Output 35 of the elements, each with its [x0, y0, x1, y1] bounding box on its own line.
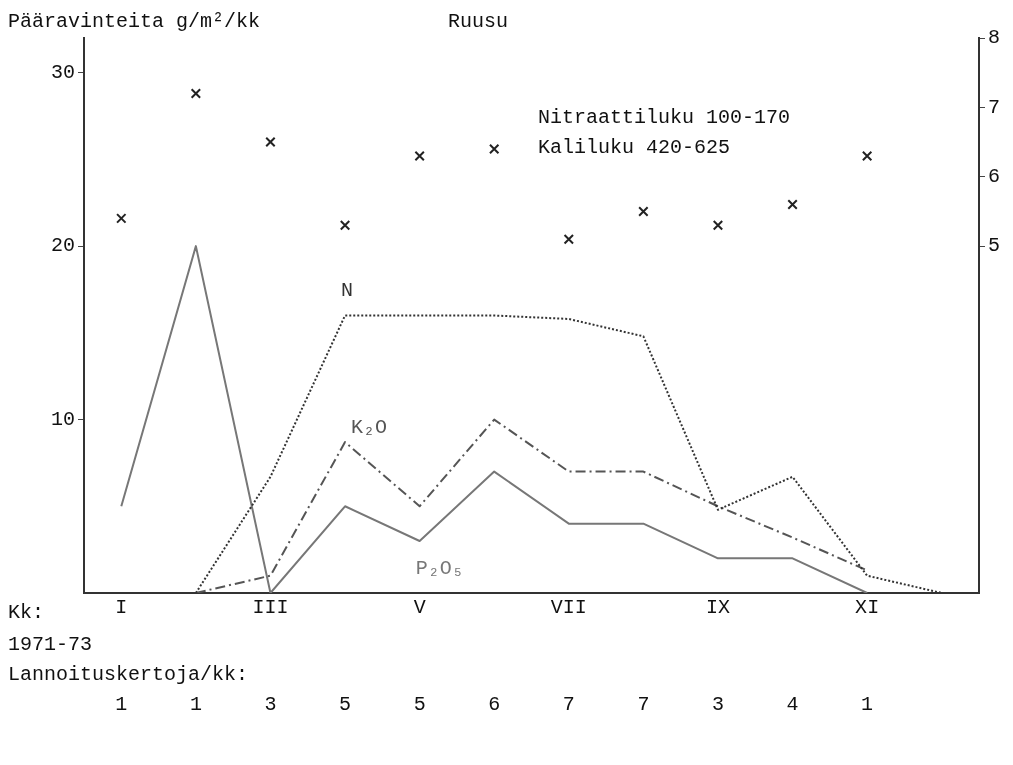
point [563, 233, 575, 245]
point [488, 143, 500, 155]
series-label: P₂O₅ [415, 557, 464, 581]
x-tick-label: I [115, 596, 128, 620]
x-tick-label: VII [550, 596, 587, 620]
y-axis-title: Pääravinteita g/m²/kk [8, 10, 261, 34]
point [265, 136, 276, 148]
x-tick-label: XI [855, 596, 880, 620]
point [861, 150, 873, 162]
y2-tick-label: 6 [988, 165, 1001, 189]
y-tick-label: 30 [50, 60, 75, 84]
point [116, 213, 127, 224]
point [414, 150, 425, 162]
point [190, 88, 202, 99]
chart-title: Ruusu [447, 10, 509, 34]
x-axis-title: Kk: [8, 601, 45, 625]
series-label: K₂O [351, 416, 388, 440]
y2-tick-label: 8 [988, 26, 1001, 50]
annotation: Kaliluku 420-625 [538, 136, 731, 160]
series-label: N [341, 278, 354, 302]
text: Lannoituskertoja/kk: [8, 663, 249, 687]
y-tick-label: 20 [50, 234, 75, 258]
point [712, 220, 724, 231]
y2-tick-label: 7 [988, 95, 1001, 119]
point [787, 199, 798, 210]
point [638, 206, 649, 217]
text: 1 1 3 5 5 6 7 7 3 4 1 [115, 693, 874, 717]
point [339, 220, 351, 231]
annotation: Nitraattiluku 100-170 [538, 106, 791, 130]
x-tick-label: V [413, 596, 426, 620]
x-tick-label: IX [705, 596, 730, 620]
y2-tick-label: 5 [988, 234, 1001, 258]
text: 1971-73 [8, 633, 93, 657]
x-tick-label: III [252, 596, 289, 620]
y-tick-label: 10 [50, 407, 75, 431]
